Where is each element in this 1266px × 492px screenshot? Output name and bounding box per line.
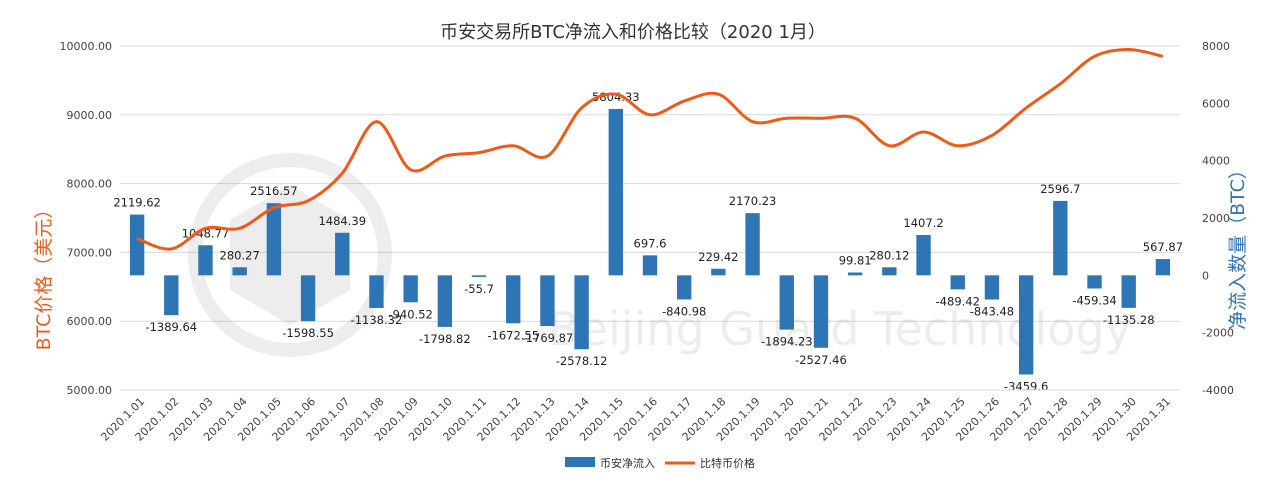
- bar-data-label: 2516.57: [250, 184, 298, 198]
- bar: [506, 275, 520, 323]
- bar: [1087, 275, 1101, 288]
- bar-data-label: -840.98: [662, 304, 706, 318]
- bar: [403, 275, 417, 302]
- bar: [438, 275, 452, 327]
- y-left-tick-label: 7000.00: [67, 246, 113, 259]
- bar-data-label: 567.87: [1143, 240, 1183, 254]
- bar: [232, 267, 246, 275]
- bar: [1053, 201, 1067, 275]
- bar-data-label: 1484.39: [318, 214, 366, 228]
- bar-data-label: -1894.23: [761, 335, 813, 349]
- y-right-tick-label: 6000: [1202, 97, 1230, 110]
- bar-data-label: 280.12: [869, 248, 909, 262]
- left-axis: 10000.00 9000.00 8000.00 7000.00 6000.00 5000…: [60, 40, 113, 397]
- bar: [164, 275, 178, 315]
- bar: [711, 269, 725, 276]
- bar: [745, 213, 759, 275]
- bar-data-label: -1769.87: [522, 331, 574, 345]
- bar: [540, 275, 554, 326]
- bar-data-label: 99.81: [839, 253, 872, 267]
- bar-data-label: -3459.6: [1004, 380, 1048, 394]
- bar: [780, 275, 794, 329]
- bar: [335, 233, 349, 276]
- y-right-axis-label: 净流入数量（BTC）: [1227, 160, 1249, 330]
- bar: [1019, 275, 1033, 374]
- legend-swatch-bar: [565, 457, 595, 467]
- bar-data-label: -1135.28: [1103, 313, 1155, 327]
- bar-data-label: 1407.2: [903, 216, 943, 230]
- bar: [951, 275, 965, 289]
- bar: [609, 109, 623, 275]
- x-axis: 2020.1.012020.1.022020.1.032020.1.042020…: [98, 390, 1180, 444]
- bar: [814, 275, 828, 347]
- bar-data-label: -1598.55: [282, 326, 334, 340]
- y-right-tick-label: 0: [1202, 269, 1209, 282]
- y-left-tick-label: 8000.00: [67, 178, 113, 191]
- legend-label-bar: 币安净流入: [600, 456, 655, 470]
- bar-data-label: -1798.82: [419, 332, 471, 346]
- bar-data-label: 229.42: [698, 250, 738, 264]
- bar-data-label: -2578.12: [556, 354, 608, 368]
- bar-data-label: -1389.64: [145, 320, 197, 334]
- bar-data-label: -843.48: [970, 305, 1014, 319]
- watermark-text: Beijing Guard Technology: [548, 302, 1132, 356]
- legend: 币安净流入 比特币价格: [565, 456, 755, 470]
- bar: [985, 275, 999, 299]
- y-right-tick-label: 8000: [1202, 40, 1230, 53]
- y-left-tick-label: 5000.00: [67, 384, 113, 397]
- bar: [677, 275, 691, 299]
- y-right-tick-label: 2000: [1202, 212, 1230, 225]
- bar-data-label: 697.6: [634, 236, 667, 250]
- bar: [916, 235, 930, 275]
- bar: [472, 275, 486, 277]
- bar: [1156, 259, 1170, 275]
- bar: [301, 275, 315, 321]
- y-left-tick-label: 9000.00: [67, 109, 113, 122]
- bar-data-label: -940.52: [388, 307, 432, 321]
- bar-data-label: -2527.46: [795, 353, 847, 367]
- y-left-tick-label: 10000.00: [60, 40, 113, 53]
- chart-title: 币安交易所BTC净流入和价格比较（2020 1月）: [440, 22, 826, 43]
- bar-data-label: 2119.62: [113, 196, 161, 210]
- bar: [848, 272, 862, 275]
- bar-data-label: 2170.23: [729, 194, 777, 208]
- legend-label-line: 比特币价格: [700, 456, 755, 470]
- bar: [198, 245, 212, 275]
- bar: [882, 267, 896, 275]
- bar-data-label: 280.27: [220, 248, 260, 262]
- bar: [643, 255, 657, 275]
- y-right-tick-label: -4000: [1202, 384, 1234, 397]
- y-right-tick-label: 4000: [1202, 155, 1230, 168]
- bar-data-label: -55.7: [464, 282, 494, 296]
- bar: [1122, 275, 1136, 308]
- bar: [130, 215, 144, 276]
- y-left-axis-label: BTC价格（美元）: [33, 200, 55, 351]
- y-left-tick-label: 6000.00: [67, 315, 113, 328]
- bar-data-label: -459.34: [1072, 294, 1116, 308]
- bar: [574, 275, 588, 349]
- bar-data-label: 2596.7: [1040, 182, 1080, 196]
- bar: [267, 203, 281, 275]
- bar: [369, 275, 383, 308]
